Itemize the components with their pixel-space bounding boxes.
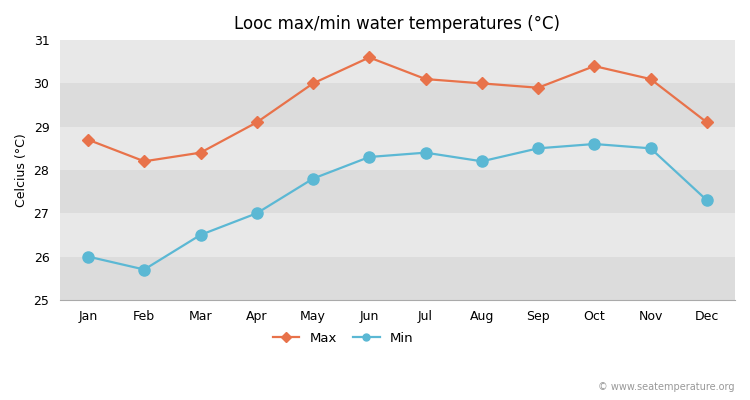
Title: Looc max/min water temperatures (°C): Looc max/min water temperatures (°C) [235,15,560,33]
Bar [60,83,735,127]
Bar [60,213,735,256]
Text: © www.seatemperature.org: © www.seatemperature.org [598,382,735,392]
Bar [60,40,735,83]
Bar [60,256,735,300]
Bar [60,170,735,213]
Y-axis label: Celcius (°C): Celcius (°C) [15,133,28,207]
Bar [60,127,735,170]
Legend: Max, Min: Max, Min [268,327,419,350]
